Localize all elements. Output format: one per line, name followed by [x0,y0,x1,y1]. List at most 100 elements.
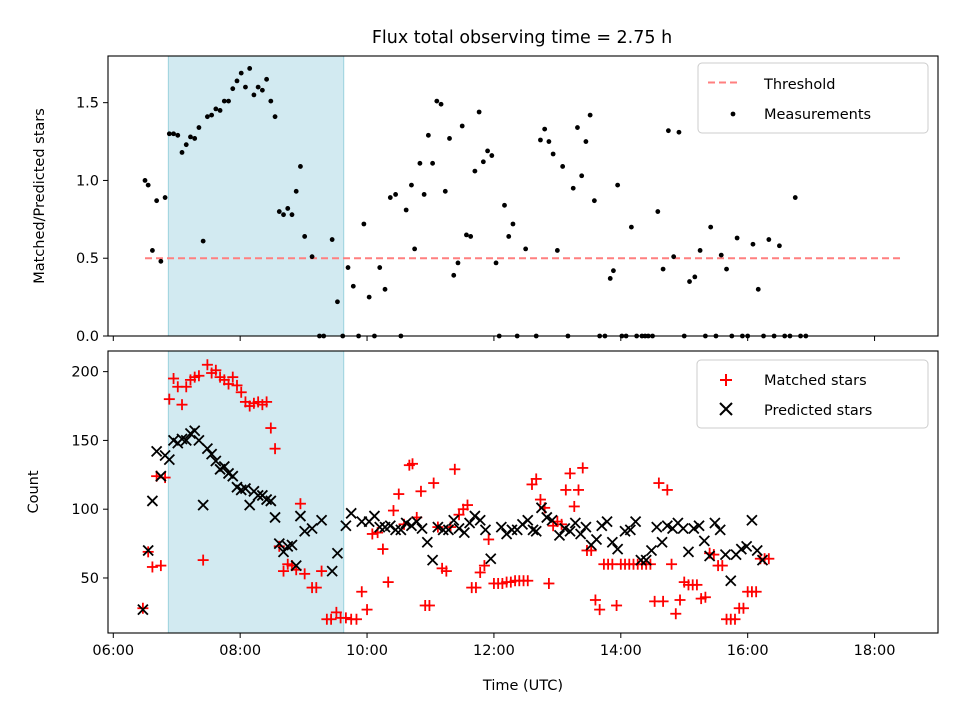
matched-star-point [231,379,243,391]
predicted-star-point [142,544,154,557]
measurement-point [489,153,495,158]
matched-star-point [470,582,482,594]
measurement-point [179,150,185,155]
measurement-point [708,224,714,230]
measurement-point [750,241,756,247]
predicted-star-point [400,517,412,529]
measurement-point [493,260,499,266]
measurement-point [615,182,621,188]
measurement-point [464,232,469,238]
measurement-point [476,109,482,115]
matched-star-point [666,558,678,570]
y-tick-label: 150 [71,433,99,449]
predicted-star-point [569,517,581,529]
measurement-point [554,248,560,253]
predicted-star-point [193,434,205,447]
matched-star-point [428,477,440,489]
predicted-star-point [682,546,695,558]
predicted-star-point [331,547,344,559]
predicted-star-point [640,554,652,566]
matched-star-point [534,494,546,506]
predicted-star-point [719,548,732,561]
predicted-star-point [580,521,592,533]
measurement-point [425,132,431,138]
predicted-star-point [368,510,381,522]
measurement-point [166,131,172,137]
predicted-star-point [535,502,548,514]
matched-star-point [478,560,490,572]
measurement-point [285,206,291,211]
measurement-point [468,234,474,239]
y-tick-label: 0.5 [76,251,99,267]
predicted-star-point [421,536,433,548]
matched-star-point [201,359,213,371]
measurement-point [387,195,393,200]
predicted-star-point [564,525,576,537]
measurement-point [145,182,151,188]
matched-star-point [294,498,306,510]
matched-star-point [210,364,222,376]
matched-star-point [415,485,427,497]
measurement-point [550,151,556,157]
predicted-star-point [506,524,518,536]
measurement-point [200,238,206,244]
matched-star-point [142,546,154,558]
predicted-star-point [411,515,423,528]
predicted-star-point [299,525,311,537]
top-legend: Threshold Measurements [697,62,929,134]
bottom-axes: 06:00 08:00 10:00 12:00 14:00 16:00 18:00 50 100… [71,350,939,659]
measurement-point [175,132,181,138]
matched-star-point [180,381,192,393]
predicted-star-point [252,489,264,502]
matched-star-point [366,528,378,540]
measurement-point [430,160,435,166]
top-panel: 0.0 0.5 1.0 1.5 Matched/Predicted stars Thr… [32,55,939,345]
measurement-point [192,136,198,141]
measurement-point [611,268,616,274]
predicted-star-point [315,514,328,526]
y-tick-label: 200 [71,365,99,381]
top-axes: 0.0 0.5 1.0 1.5 [76,55,939,345]
measurement-point [734,235,740,241]
measurement-point [692,274,698,280]
predicted-star-point [201,443,214,455]
y-tick-label: 100 [71,502,99,518]
measurement-point [560,164,566,169]
matched-star-point [729,613,741,625]
measurement-point [718,252,724,258]
measurement-point [276,209,282,214]
matched-star-point [377,543,389,555]
matched-star-point [763,553,775,565]
predicted-star-point [180,434,192,447]
measurement-point [268,98,274,104]
matched-star-point [310,582,322,594]
x-tick-label: 18:00 [854,643,896,659]
predicted-star-point [244,499,256,511]
measurement-point [289,212,295,218]
bottom-y-axis-label: Count [26,470,42,513]
x-tick-label: 16:00 [727,643,769,659]
matched-star-point [560,484,572,496]
predicted-star-point [553,529,566,541]
predicted-star-point [611,543,624,555]
measurement-point [403,207,409,213]
x-tick-label: 08:00 [219,643,261,659]
predicted-star-point [273,537,285,550]
matched-star-point [737,602,749,614]
legend-measurements-swatch [730,111,736,117]
measurement-point [570,185,576,191]
measurement-point [459,123,465,129]
matched-star-point [594,604,606,616]
predicted-star-point [624,524,636,536]
matched-star-point [716,560,728,572]
predicted-star-point [265,495,277,507]
measurement-point [447,136,452,141]
matched-star-point [653,477,665,489]
measurement-point [451,272,457,278]
measurement-point [366,294,372,300]
measurement-point [409,182,414,188]
predicted-star-point [395,524,407,536]
measurement-point [579,173,585,179]
matched-star-point [670,608,682,620]
measurement-point [281,212,286,218]
